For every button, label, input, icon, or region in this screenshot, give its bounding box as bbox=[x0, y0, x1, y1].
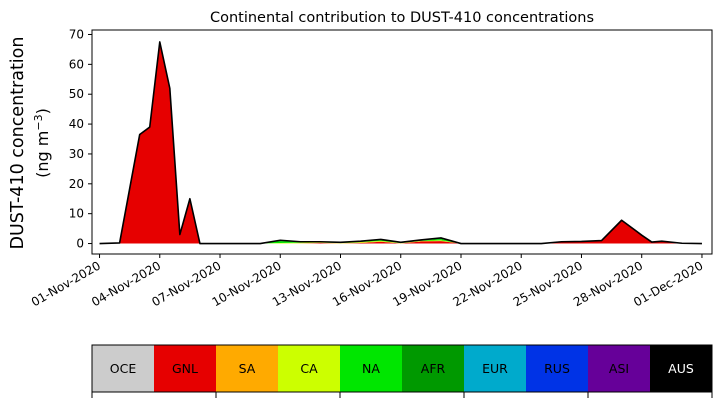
legend-label: AUS bbox=[668, 361, 694, 376]
legend-swatch-aus bbox=[650, 345, 713, 392]
legend-label: ASI bbox=[609, 361, 629, 376]
y-tick-label: 50 bbox=[69, 87, 84, 101]
legend-label: OCE bbox=[110, 361, 137, 376]
legend-swatch-ca bbox=[278, 345, 341, 392]
axes-frame bbox=[91, 29, 713, 255]
area-gnl bbox=[99, 41, 702, 244]
legend-frame bbox=[91, 344, 713, 393]
legend-label: RUS bbox=[544, 361, 570, 376]
legend-swatch-rus bbox=[526, 345, 589, 392]
axes: 01020304050607001-Nov-202004-Nov-202007-… bbox=[29, 27, 713, 309]
y-tick-label: 40 bbox=[69, 117, 84, 131]
legend-label: AFR bbox=[421, 361, 446, 376]
legend: OCE GNL SA CA NA AFR EUR RUS ASI AUS bbox=[91, 344, 713, 398]
legend-swatch-asi bbox=[588, 345, 651, 392]
y-tick-label: 0 bbox=[76, 237, 84, 251]
legend-swatch-gnl bbox=[154, 345, 217, 392]
y-axis-label: DUST-410 concentration (ng m−3) bbox=[8, 37, 52, 250]
y-axis-label-line1: DUST-410 concentration bbox=[8, 37, 28, 250]
legend-swatch-na bbox=[340, 345, 403, 392]
y-axis-label-line2: (ng m−3) bbox=[32, 108, 52, 178]
plot-area bbox=[99, 41, 702, 245]
y-tick-label: 10 bbox=[69, 207, 84, 221]
y-tick-label: 60 bbox=[69, 57, 84, 71]
y-tick-label: 70 bbox=[69, 27, 84, 41]
legend-label: CA bbox=[300, 361, 318, 376]
legend-label: GNL bbox=[172, 361, 198, 376]
y-tick-label: 20 bbox=[69, 177, 84, 191]
legend-label: SA bbox=[239, 361, 256, 376]
legend-swatch-sa bbox=[216, 345, 279, 392]
legend-label: NA bbox=[362, 361, 380, 376]
chart-title: Continental contribution to DUST-410 con… bbox=[210, 10, 594, 26]
legend-swatch-eur bbox=[464, 345, 527, 392]
legend-label: EUR bbox=[482, 361, 508, 376]
legend-swatch-oce bbox=[92, 345, 155, 392]
legend-swatch-afr bbox=[402, 345, 465, 392]
total-line bbox=[99, 41, 702, 245]
y-tick-label: 30 bbox=[69, 147, 84, 161]
